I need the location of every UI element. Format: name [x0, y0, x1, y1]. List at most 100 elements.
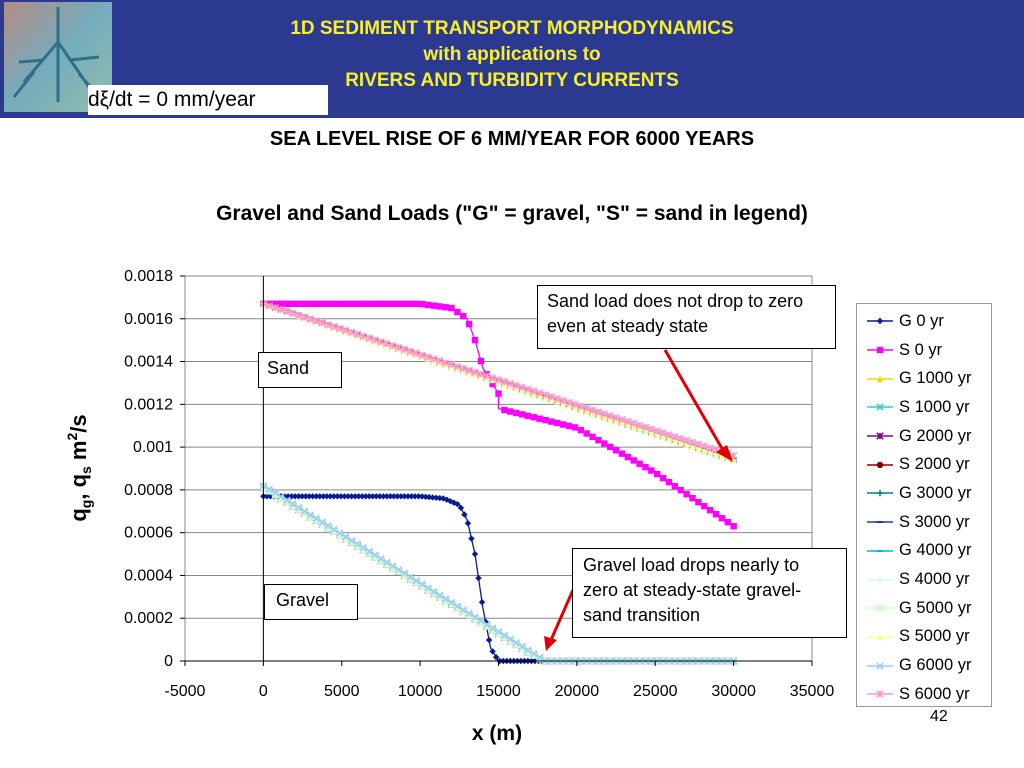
legend-swatch-marker	[876, 661, 884, 670]
x-tick-label: 25000	[633, 683, 678, 700]
series-point-s-0-yr	[718, 515, 726, 522]
series-point-s-6000-yr	[424, 353, 432, 361]
legend-label: S 5000 yr	[899, 627, 970, 646]
series-point-g-0-yr	[306, 493, 313, 500]
series-point-s-6000-yr	[588, 406, 597, 414]
legend-label: S 1000 yr	[899, 397, 970, 416]
series-point-s-0-yr	[330, 300, 338, 308]
series-point-s-0-yr	[524, 412, 532, 420]
series-point-g-5000-yr	[377, 557, 385, 564]
series-point-g-6000-yr	[400, 569, 409, 578]
series-point-g-0-yr	[341, 493, 348, 500]
series-point-s-6000-yr	[600, 410, 609, 418]
series-point-s-6000-yr	[324, 320, 332, 329]
series-point-s-0-yr	[454, 308, 461, 316]
legend-swatch-g-4000-yr	[867, 549, 893, 552]
series-point-g-6000-yr	[277, 492, 285, 501]
series-point-s-0-yr	[289, 300, 296, 308]
series-point-g-6000-yr	[271, 489, 279, 497]
series-point-s-0-yr	[465, 320, 473, 328]
legend-label: S 0 yr	[899, 340, 943, 359]
series-point-s-0-yr	[489, 380, 496, 388]
x-tick-label: 0	[259, 683, 268, 700]
series-point-s-6000-yr	[488, 374, 497, 382]
series-point-s-0-yr	[383, 300, 391, 308]
series-point-s-6000-yr	[612, 413, 620, 422]
legend-swatch-marker	[876, 346, 884, 354]
x-tick-label: 5000	[324, 683, 360, 700]
series-point-g-5000-yr	[495, 630, 502, 637]
series-point-s-5000-yr	[642, 427, 649, 434]
series-point-s-6000-yr	[336, 324, 344, 333]
series-point-s-6000-yr	[283, 307, 291, 316]
series-point-g-0-yr	[387, 493, 394, 500]
series-point-g-6000-yr	[318, 518, 326, 526]
series-point-g-0-yr	[394, 493, 401, 500]
series-point-s-6000-yr	[565, 398, 573, 407]
series-point-s-6000-yr	[506, 379, 514, 388]
series-point-s-0-yr	[689, 494, 696, 502]
series-point-s-0-yr	[648, 467, 655, 474]
series-point-g-0-yr	[401, 493, 408, 500]
legend-swatch-s-0-yr	[867, 346, 893, 354]
series-point-s-6000-yr	[289, 309, 297, 318]
legend-swatch-marker	[876, 690, 884, 699]
series-point-g-0-yr	[478, 598, 486, 606]
sand-note-box: Sand load does not drop to zero even at …	[537, 285, 836, 349]
series-point-s-6000-yr	[477, 370, 485, 378]
series-point-s-0-yr	[389, 300, 396, 308]
series-point-g-6000-yr	[518, 642, 526, 651]
series-point-g-0-yr	[298, 493, 306, 500]
series-point-s-6000-yr	[524, 385, 532, 393]
annotation-arrowhead-gravel	[544, 636, 557, 651]
x-tick-label: 30000	[711, 683, 756, 700]
series-point-g-6000-yr	[494, 628, 503, 636]
series-point-s-0-yr	[730, 523, 737, 530]
legend-swatch-g-1000-yr	[867, 375, 893, 382]
series-point-s-0-yr	[318, 300, 326, 308]
series-point-s-6000-yr	[341, 326, 350, 335]
legend-swatch-s-1000-yr	[867, 403, 893, 412]
legend-label: G 5000 yr	[899, 598, 972, 617]
series-point-s-0-yr	[271, 300, 279, 308]
series-point-s-6000-yr	[441, 358, 450, 367]
x-tick-label: 20000	[555, 683, 600, 700]
series-point-g-5000-yr	[501, 634, 508, 641]
series-point-s-0-yr	[354, 300, 361, 308]
legend-item-s-5000-yr: S 5000 yr	[867, 623, 991, 652]
series-point-s-6000-yr	[618, 415, 626, 424]
series-point-g-0-yr	[309, 493, 316, 500]
series-point-s-0-yr	[471, 336, 479, 344]
series-point-s-6000-yr	[518, 383, 526, 392]
series-point-s-6000-yr	[365, 334, 373, 342]
legend-item-g-2000-yr: G 2000 yr	[867, 422, 991, 451]
series-point-g-6000-yr	[383, 558, 391, 567]
series-point-s-6000-yr	[453, 362, 462, 371]
series-point-s-0-yr	[636, 460, 643, 467]
series-point-s-0-yr	[418, 300, 426, 308]
series-point-g-6000-yr	[330, 525, 338, 534]
series-point-s-6000-yr	[306, 315, 315, 323]
series-point-s-0-yr	[683, 490, 690, 498]
series-point-g-5000-yr	[471, 615, 479, 623]
series-point-g-6000-yr	[406, 573, 415, 581]
series-point-s-6000-yr	[277, 305, 285, 314]
series-point-s-0-yr	[430, 302, 438, 309]
series-point-s-6000-yr	[500, 377, 509, 386]
series-point-s-0-yr	[618, 450, 626, 457]
series-point-g-6000-yr	[394, 565, 403, 574]
series-point-s-6000-yr	[318, 319, 326, 327]
series-point-s-5000-yr	[706, 448, 714, 456]
series-point-s-6000-yr	[635, 421, 644, 430]
series-point-g-6000-yr	[283, 496, 291, 504]
series-point-g-0-yr	[380, 493, 387, 500]
series-point-s-0-yr	[477, 357, 485, 365]
series-point-s-0-yr	[436, 303, 443, 310]
legend-swatch-s-2000-yr	[867, 461, 893, 468]
series-point-g-6000-yr	[371, 551, 379, 559]
y-axis-label: qg, qs m2/s	[64, 414, 94, 521]
series-point-s-0-yr	[601, 440, 608, 447]
legend-swatch-g-5000-yr	[867, 605, 893, 612]
series-point-s-0-yr	[542, 416, 549, 424]
series-point-s-0-yr	[536, 415, 543, 422]
